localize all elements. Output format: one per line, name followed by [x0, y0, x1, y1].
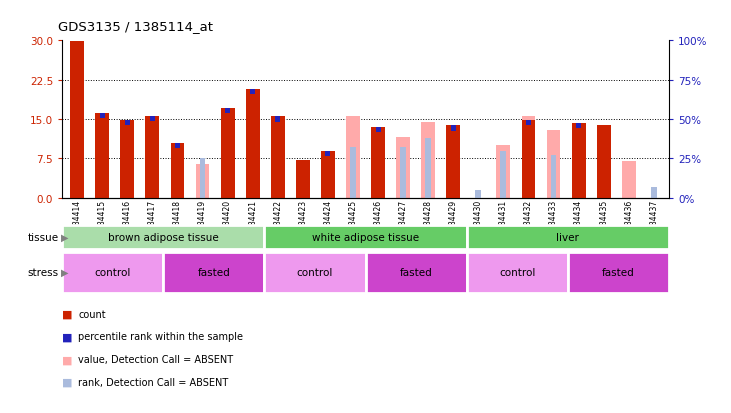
Bar	[526, 148, 531, 198]
Bar	[265, 225, 466, 250]
Text: rank, Detection Call = ABSENT: rank, Detection Call = ABSENT	[78, 377, 229, 387]
Bar	[596, 126, 610, 198]
Bar	[572, 124, 586, 198]
Text: GDS3135 / 1385114_at: GDS3135 / 1385114_at	[58, 20, 213, 33]
Text: control: control	[94, 268, 131, 278]
Bar	[568, 252, 669, 293]
Bar	[250, 90, 255, 95]
Bar	[371, 128, 385, 198]
Bar	[496, 146, 510, 198]
Text: ■: ■	[62, 309, 72, 319]
Bar	[622, 161, 636, 198]
Text: percentile rank within the sample: percentile rank within the sample	[78, 332, 243, 342]
Bar	[651, 187, 656, 198]
Text: stress: stress	[27, 268, 58, 278]
Bar	[170, 143, 184, 198]
Bar	[526, 121, 531, 126]
Text: ■: ■	[62, 377, 72, 387]
Bar	[62, 252, 163, 293]
Bar	[451, 126, 455, 131]
Bar	[400, 148, 406, 198]
Bar	[121, 121, 135, 198]
Bar	[466, 252, 568, 293]
Bar	[350, 148, 356, 198]
Bar	[145, 116, 159, 198]
Text: ▶: ▶	[61, 233, 68, 242]
Text: value, Detection Call = ABSENT: value, Detection Call = ABSENT	[78, 354, 233, 364]
Bar	[376, 128, 381, 133]
Text: fasted: fasted	[400, 268, 433, 278]
Bar	[325, 151, 330, 157]
Bar	[296, 161, 310, 198]
Text: ■: ■	[62, 354, 72, 364]
Bar	[271, 117, 284, 198]
Bar	[221, 108, 235, 198]
Bar	[576, 124, 581, 129]
Bar	[321, 151, 335, 198]
Bar	[346, 117, 360, 198]
Text: white adipose tissue: white adipose tissue	[312, 233, 419, 242]
Bar	[150, 116, 155, 122]
Bar	[99, 114, 105, 119]
Bar	[95, 114, 109, 198]
Bar	[276, 117, 280, 122]
Bar	[196, 164, 209, 198]
Bar	[475, 190, 481, 198]
Bar	[265, 252, 366, 293]
Bar	[522, 117, 535, 198]
Bar	[547, 130, 561, 198]
Bar	[366, 252, 466, 293]
Bar	[501, 151, 507, 198]
Bar	[225, 108, 230, 114]
Bar	[175, 143, 180, 149]
Text: brown adipose tissue: brown adipose tissue	[108, 233, 219, 242]
Text: tissue: tissue	[27, 233, 58, 242]
Text: control: control	[297, 268, 333, 278]
Text: control: control	[499, 268, 535, 278]
Bar	[601, 190, 607, 198]
Text: fasted: fasted	[602, 268, 635, 278]
Bar	[421, 122, 435, 198]
Bar	[200, 159, 205, 198]
Bar	[62, 225, 265, 250]
Text: ▶: ▶	[61, 268, 68, 278]
Bar	[246, 90, 260, 198]
Bar	[522, 121, 535, 198]
Bar	[447, 126, 460, 198]
Bar	[550, 156, 556, 198]
Bar	[425, 139, 431, 198]
Text: count: count	[78, 309, 106, 319]
Bar	[396, 138, 410, 198]
Text: fasted: fasted	[197, 268, 230, 278]
Bar	[466, 225, 669, 250]
Bar	[70, 43, 84, 198]
Text: ■: ■	[62, 332, 72, 342]
Bar	[125, 121, 130, 126]
Bar	[163, 252, 265, 293]
Text: liver: liver	[556, 233, 579, 242]
